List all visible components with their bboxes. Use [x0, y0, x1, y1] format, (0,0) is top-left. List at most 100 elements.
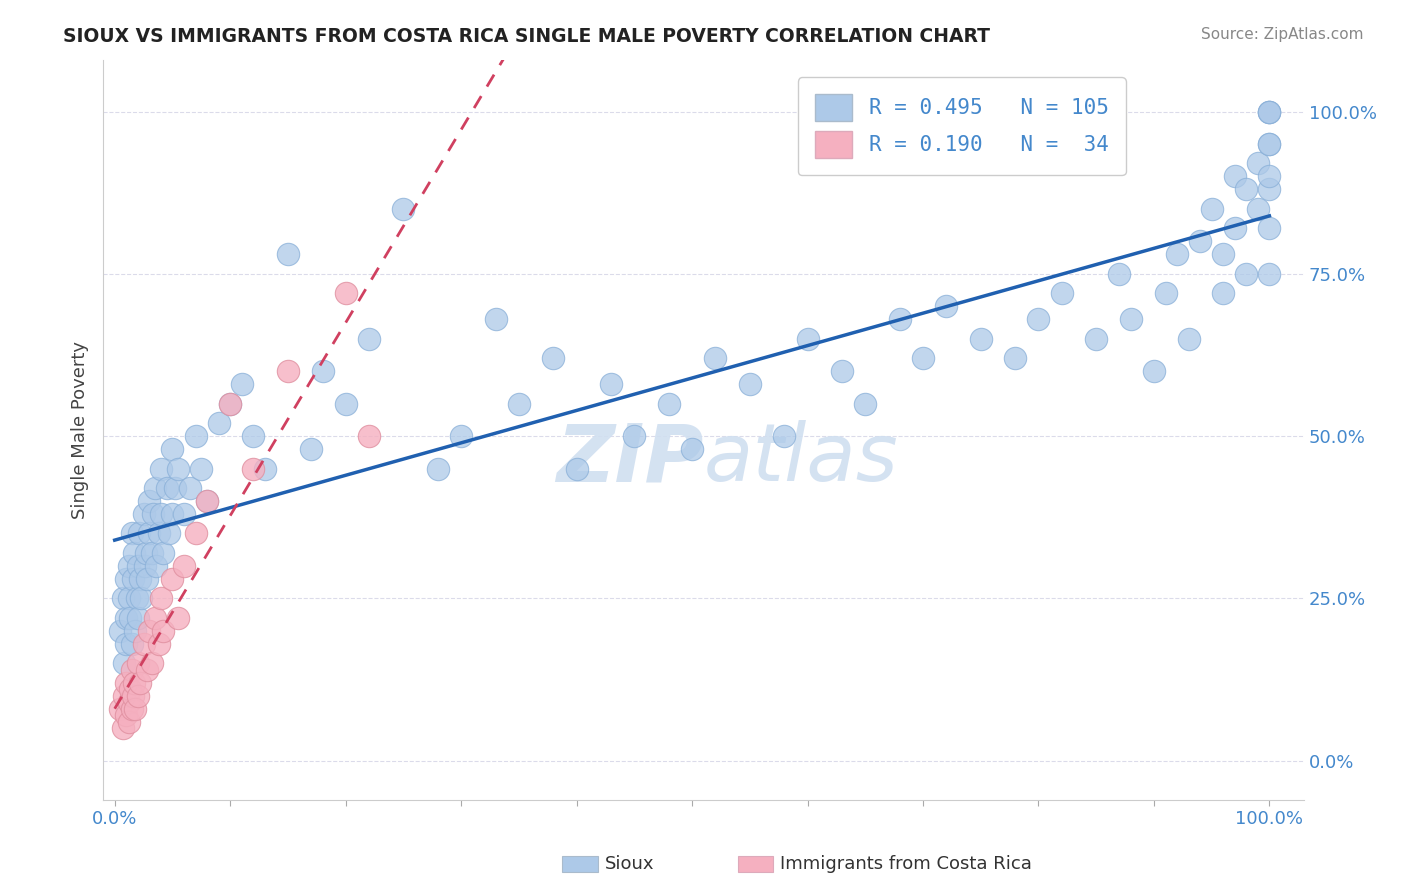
Point	[1004, 351, 1026, 366]
Point	[173, 558, 195, 573]
Point	[143, 611, 166, 625]
Point	[162, 507, 184, 521]
Point	[129, 591, 152, 606]
Point	[111, 591, 134, 606]
Point	[1258, 267, 1281, 281]
Point	[853, 396, 876, 410]
Point	[1177, 332, 1199, 346]
Point	[1234, 267, 1257, 281]
Point	[122, 689, 145, 703]
Point	[231, 377, 253, 392]
Point	[485, 312, 508, 326]
Point	[1201, 202, 1223, 216]
Text: SIOUX VS IMMIGRANTS FROM COSTA RICA SINGLE MALE POVERTY CORRELATION CHART: SIOUX VS IMMIGRANTS FROM COSTA RICA SING…	[63, 27, 990, 45]
Point	[138, 526, 160, 541]
Point	[1258, 136, 1281, 151]
Point	[1166, 247, 1188, 261]
Point	[122, 572, 145, 586]
Point	[142, 507, 165, 521]
Point	[1223, 169, 1246, 184]
Point	[1108, 267, 1130, 281]
Point	[127, 657, 149, 671]
Point	[121, 663, 143, 677]
Point	[704, 351, 727, 366]
Point	[658, 396, 681, 410]
Point	[277, 364, 299, 378]
Point	[167, 611, 190, 625]
Point	[738, 377, 761, 392]
Point	[129, 572, 152, 586]
Point	[911, 351, 934, 366]
Point	[118, 682, 141, 697]
Point	[681, 442, 703, 456]
Point	[1223, 221, 1246, 235]
Point	[1258, 104, 1281, 119]
Point	[110, 701, 132, 715]
Point	[136, 663, 159, 677]
Point	[115, 637, 138, 651]
Point	[427, 461, 450, 475]
Point	[118, 611, 141, 625]
Point	[148, 637, 170, 651]
Point	[138, 624, 160, 638]
Point	[152, 624, 174, 638]
Point	[115, 675, 138, 690]
Point	[143, 481, 166, 495]
Point	[148, 526, 170, 541]
Point	[1258, 182, 1281, 196]
Point	[543, 351, 565, 366]
Point	[162, 442, 184, 456]
Point	[124, 546, 146, 560]
Point	[1258, 221, 1281, 235]
Point	[195, 494, 218, 508]
Point	[831, 364, 853, 378]
Point	[253, 461, 276, 475]
Point	[796, 332, 818, 346]
Point	[1258, 104, 1281, 119]
Text: Source: ZipAtlas.com: Source: ZipAtlas.com	[1201, 27, 1364, 42]
Point	[623, 429, 645, 443]
Point	[219, 396, 242, 410]
Point	[190, 461, 212, 475]
Point	[162, 572, 184, 586]
Point	[1154, 286, 1177, 301]
Point	[970, 332, 993, 346]
Point	[149, 591, 172, 606]
Point	[110, 624, 132, 638]
Text: Immigrants from Costa Rica: Immigrants from Costa Rica	[780, 855, 1032, 873]
Point	[242, 429, 264, 443]
Text: Sioux: Sioux	[605, 855, 654, 873]
Point	[115, 611, 138, 625]
Point	[1258, 104, 1281, 119]
Point	[149, 461, 172, 475]
Text: ZIP: ZIP	[557, 420, 703, 498]
Point	[111, 721, 134, 735]
Point	[450, 429, 472, 443]
Y-axis label: Single Male Poverty: Single Male Poverty	[72, 341, 89, 518]
Point	[179, 481, 201, 495]
Point	[335, 286, 357, 301]
Point	[149, 507, 172, 521]
Point	[1085, 332, 1108, 346]
Point	[219, 396, 242, 410]
Point	[124, 675, 146, 690]
Point	[1247, 202, 1270, 216]
Point	[115, 572, 138, 586]
Point	[207, 416, 229, 430]
Point	[1234, 182, 1257, 196]
Point	[112, 657, 135, 671]
Point	[138, 494, 160, 508]
Point	[125, 591, 148, 606]
Point	[277, 247, 299, 261]
Point	[112, 689, 135, 703]
Point	[242, 461, 264, 475]
Point	[128, 526, 150, 541]
Point	[1258, 136, 1281, 151]
Point	[935, 299, 957, 313]
Point	[124, 701, 146, 715]
Point	[115, 708, 138, 723]
Point	[889, 312, 911, 326]
Point	[129, 675, 152, 690]
Text: atlas: atlas	[703, 420, 898, 498]
Point	[134, 558, 156, 573]
